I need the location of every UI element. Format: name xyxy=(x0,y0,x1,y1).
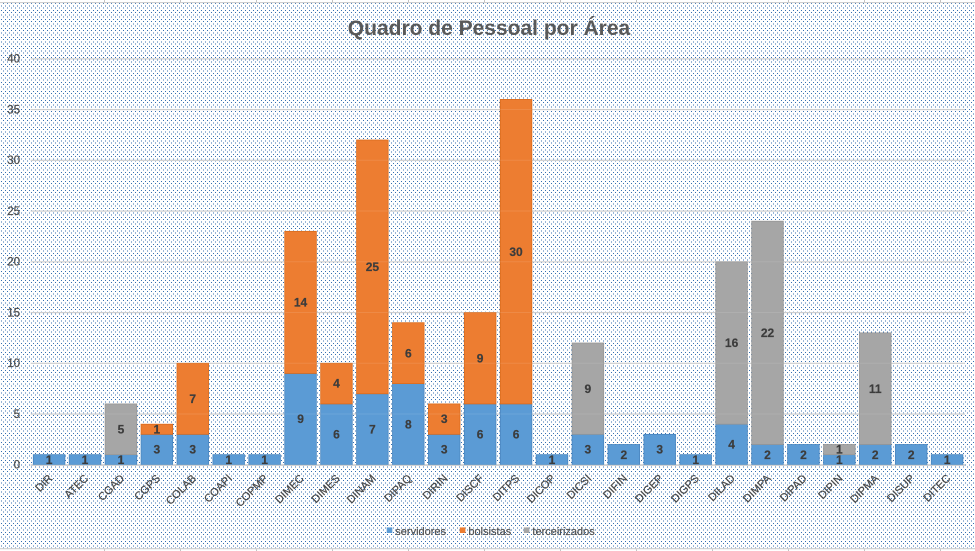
svg-text:16: 16 xyxy=(725,336,739,350)
svg-text:30: 30 xyxy=(7,155,20,167)
svg-text:3: 3 xyxy=(441,443,448,457)
svg-text:4: 4 xyxy=(333,377,340,391)
svg-text:bolsistas: bolsistas xyxy=(468,526,511,538)
svg-text:9: 9 xyxy=(585,382,592,396)
svg-text:1: 1 xyxy=(692,453,699,467)
svg-text:40: 40 xyxy=(7,54,20,66)
svg-text:9: 9 xyxy=(297,412,304,426)
svg-text:2: 2 xyxy=(872,448,879,462)
svg-text:15: 15 xyxy=(7,307,20,319)
svg-text:3: 3 xyxy=(154,443,161,457)
svg-text:5: 5 xyxy=(118,422,125,436)
svg-text:35: 35 xyxy=(7,104,20,116)
svg-text:2: 2 xyxy=(800,448,807,462)
svg-text:3: 3 xyxy=(441,412,448,426)
svg-text:terceirizados: terceirizados xyxy=(532,526,595,538)
svg-text:servidores: servidores xyxy=(395,526,446,538)
svg-text:11: 11 xyxy=(869,382,882,396)
svg-text:22: 22 xyxy=(761,326,775,340)
svg-text:Quadro de Pessoal por Área: Quadro de Pessoal por Área xyxy=(348,17,631,40)
svg-text:6: 6 xyxy=(513,427,520,441)
svg-text:6: 6 xyxy=(405,346,412,360)
svg-text:3: 3 xyxy=(189,443,196,457)
svg-text:25: 25 xyxy=(366,260,380,274)
svg-text:2: 2 xyxy=(908,448,915,462)
svg-text:9: 9 xyxy=(477,351,484,365)
svg-text:14: 14 xyxy=(294,296,308,310)
svg-text:6: 6 xyxy=(477,427,484,441)
svg-text:1: 1 xyxy=(154,422,161,436)
svg-text:20: 20 xyxy=(7,257,20,269)
svg-text:5: 5 xyxy=(14,409,20,421)
svg-text:30: 30 xyxy=(509,245,523,259)
svg-text:2: 2 xyxy=(620,448,627,462)
svg-text:1: 1 xyxy=(261,453,268,467)
svg-text:1: 1 xyxy=(944,453,951,467)
svg-text:3: 3 xyxy=(585,443,592,457)
svg-text:7: 7 xyxy=(189,392,196,406)
svg-text:0: 0 xyxy=(14,460,20,472)
svg-text:6: 6 xyxy=(333,427,340,441)
svg-text:1: 1 xyxy=(46,453,53,467)
svg-text:7: 7 xyxy=(369,422,376,436)
svg-text:10: 10 xyxy=(7,358,20,370)
svg-text:1: 1 xyxy=(82,453,89,467)
svg-text:1: 1 xyxy=(118,453,125,467)
svg-text:1: 1 xyxy=(225,453,232,467)
svg-text:25: 25 xyxy=(7,206,20,218)
svg-text:3: 3 xyxy=(656,443,663,457)
svg-text:8: 8 xyxy=(405,417,412,431)
svg-text:2: 2 xyxy=(764,448,771,462)
svg-text:1: 1 xyxy=(836,443,843,457)
svg-text:1: 1 xyxy=(549,453,556,467)
svg-text:1: 1 xyxy=(836,453,843,467)
svg-text:4: 4 xyxy=(728,438,735,452)
